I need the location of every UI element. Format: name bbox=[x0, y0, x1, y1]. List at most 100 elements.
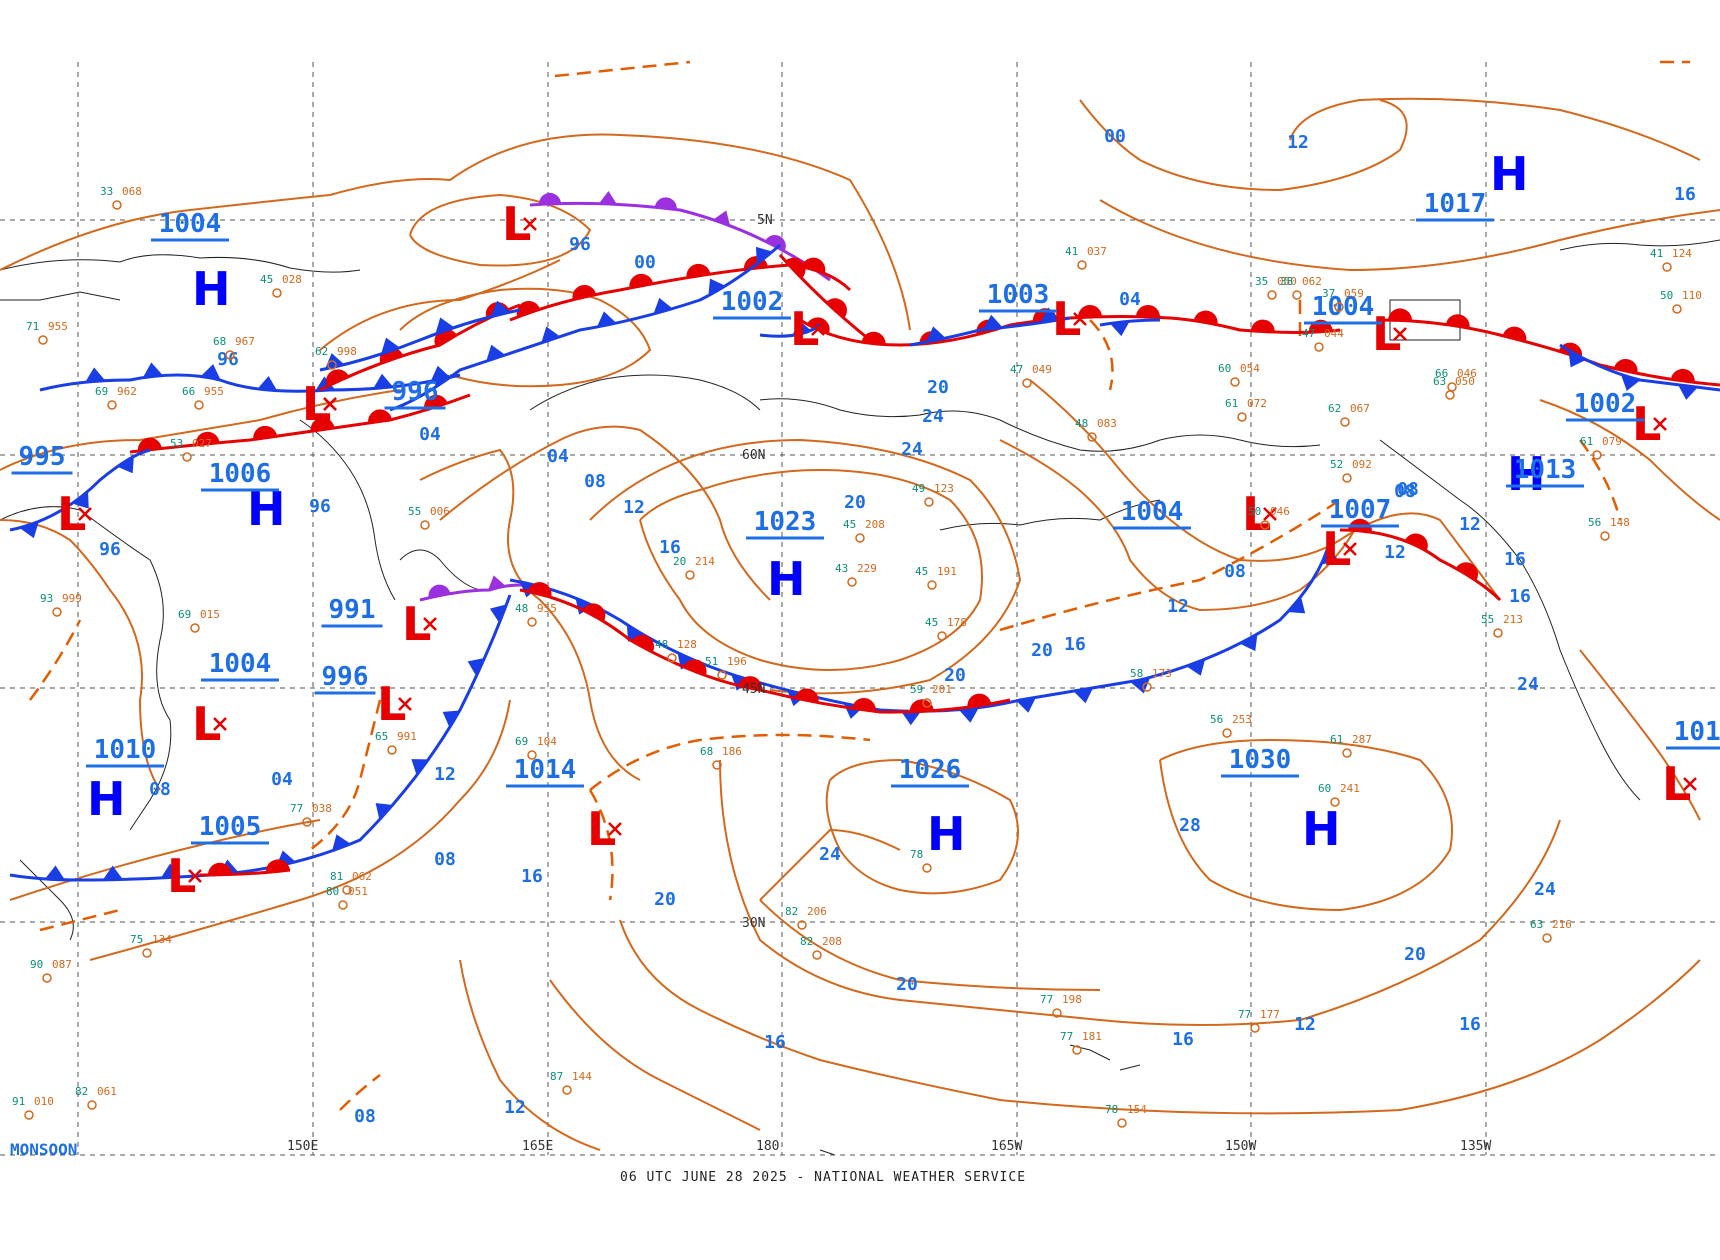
svg-text:82: 82 bbox=[800, 935, 813, 948]
svg-text:144: 144 bbox=[572, 1070, 592, 1083]
svg-text:1023: 1023 bbox=[754, 507, 817, 537]
svg-text:1010: 1010 bbox=[1674, 717, 1720, 747]
cold-front-symbol bbox=[1321, 545, 1339, 565]
warm-front-symbol bbox=[794, 688, 819, 703]
svg-text:20: 20 bbox=[673, 555, 686, 568]
svg-text:45: 45 bbox=[925, 616, 938, 629]
warm-front-symbol bbox=[909, 699, 934, 712]
lat-lon-grid bbox=[0, 62, 1720, 1156]
svg-text:L: L bbox=[790, 302, 819, 356]
isobar-label: 20 bbox=[1031, 640, 1053, 661]
svg-text:H: H bbox=[1490, 147, 1529, 201]
svg-text:L: L bbox=[302, 377, 331, 431]
svg-text:154: 154 bbox=[1127, 1103, 1147, 1116]
svg-text:015: 015 bbox=[200, 608, 220, 621]
cold-front-symbol bbox=[982, 314, 1003, 330]
station-plot: 41 124 bbox=[1650, 247, 1692, 272]
svg-text:038: 038 bbox=[312, 802, 332, 815]
cold-front-symbol bbox=[373, 373, 394, 389]
svg-text:82: 82 bbox=[785, 905, 798, 918]
cold-front-symbol bbox=[411, 759, 429, 776]
occluded-front-symbol bbox=[538, 192, 561, 205]
cold-front-symbol bbox=[325, 353, 345, 370]
svg-text:050: 050 bbox=[1277, 275, 1297, 288]
cold-front-symbol bbox=[435, 317, 455, 334]
svg-text:L: L bbox=[302, 377, 331, 431]
warm-front bbox=[1339, 528, 1502, 602]
svg-text:59: 59 bbox=[910, 683, 923, 696]
svg-text:81: 81 bbox=[330, 870, 343, 883]
svg-text:L: L bbox=[502, 197, 531, 251]
svg-text:61: 61 bbox=[1580, 435, 1593, 448]
axis-labels: 150E 165E 180 165W 150W 135W 60N 45N 30N 5N bbox=[287, 213, 1491, 1154]
svg-text:1002: 1002 bbox=[721, 287, 784, 317]
warm-front-symbol bbox=[195, 431, 220, 445]
svg-text:1002: 1002 bbox=[1574, 389, 1637, 419]
warm-front-symbol bbox=[738, 676, 762, 691]
svg-text:991: 991 bbox=[397, 730, 417, 743]
svg-text:L: L bbox=[1322, 522, 1351, 576]
isobar-label: 12 bbox=[1167, 596, 1189, 617]
svg-text:50: 50 bbox=[1248, 505, 1261, 518]
warm-front-symbol bbox=[326, 369, 349, 387]
station-plot: 61 072 bbox=[1225, 397, 1267, 422]
svg-text:48: 48 bbox=[655, 638, 668, 651]
svg-text:206: 206 bbox=[807, 905, 827, 918]
warm-front-symbol bbox=[1388, 308, 1412, 321]
isobar-label: 20 bbox=[654, 889, 676, 910]
station-plot: 81 062 bbox=[330, 870, 372, 895]
station-plot: 56 253 bbox=[1210, 713, 1252, 738]
svg-text:H: H bbox=[767, 552, 806, 606]
svg-text:52: 52 bbox=[1330, 458, 1343, 471]
cold-front-symbol bbox=[708, 278, 726, 296]
svg-text:1005: 1005 bbox=[199, 812, 262, 842]
svg-text:L: L bbox=[1242, 487, 1271, 541]
svg-text:178: 178 bbox=[947, 616, 967, 629]
svg-text:998: 998 bbox=[337, 345, 357, 358]
station-plot: 66 955 bbox=[182, 385, 224, 410]
svg-text:L: L bbox=[1632, 397, 1661, 451]
svg-text:1007: 1007 bbox=[1329, 495, 1392, 525]
svg-text:55: 55 bbox=[1481, 613, 1494, 626]
isobar-label: 16 bbox=[764, 1032, 786, 1053]
svg-text:43: 43 bbox=[835, 562, 848, 575]
station-plot: 49 123 bbox=[912, 482, 954, 507]
svg-text:41: 41 bbox=[1650, 247, 1663, 260]
warm-front-symbol bbox=[861, 331, 886, 345]
cold-front-symbol bbox=[102, 865, 123, 880]
isobar-label: 04 bbox=[547, 446, 569, 467]
station-plot: 45 028 bbox=[260, 273, 302, 298]
isobar-label: 24 bbox=[1534, 879, 1556, 900]
warm-front-symbol bbox=[527, 582, 552, 598]
station-plot: 48 083 bbox=[1075, 417, 1117, 442]
high-pressure-center: H 1030 bbox=[1221, 745, 1341, 856]
svg-text:37: 37 bbox=[1322, 287, 1335, 300]
station-plot: 60 241 bbox=[1318, 782, 1360, 807]
station-plot: 87 144 bbox=[550, 1070, 592, 1095]
svg-text:996: 996 bbox=[392, 377, 439, 407]
cold-front-symbol bbox=[142, 362, 163, 378]
cold-front-symbol bbox=[1239, 634, 1258, 652]
station-plot: 77 181 bbox=[1060, 1030, 1102, 1055]
station-plot: 58 173 bbox=[1130, 667, 1172, 692]
station-plot: 91 010 bbox=[12, 1095, 54, 1120]
svg-text:995: 995 bbox=[19, 442, 66, 472]
svg-text:69: 69 bbox=[515, 735, 528, 748]
cold-front-symbol bbox=[486, 344, 506, 362]
isobar-label: 04 bbox=[419, 424, 441, 445]
cold-front-symbol bbox=[900, 711, 921, 726]
isobar-label: 08 bbox=[584, 471, 606, 492]
svg-text:1003: 1003 bbox=[987, 280, 1050, 310]
isobar-label: 12 bbox=[504, 1097, 526, 1118]
station-plot: 82 208 bbox=[800, 935, 842, 960]
low-pressure-center: L 1014 bbox=[506, 755, 622, 856]
station-plot: 50 110 bbox=[1660, 289, 1702, 314]
station-plot: 77 198 bbox=[1040, 993, 1082, 1018]
cold-front-symbol bbox=[490, 300, 511, 317]
svg-text:93: 93 bbox=[40, 592, 53, 605]
pressure-centers: H1004H1006H1010H1023H1026H1030H1017H1013… bbox=[11, 147, 1720, 903]
cold-front-symbol bbox=[257, 376, 278, 391]
warm-front-symbol bbox=[1250, 319, 1275, 333]
station-plot: 68 967 bbox=[213, 335, 255, 360]
